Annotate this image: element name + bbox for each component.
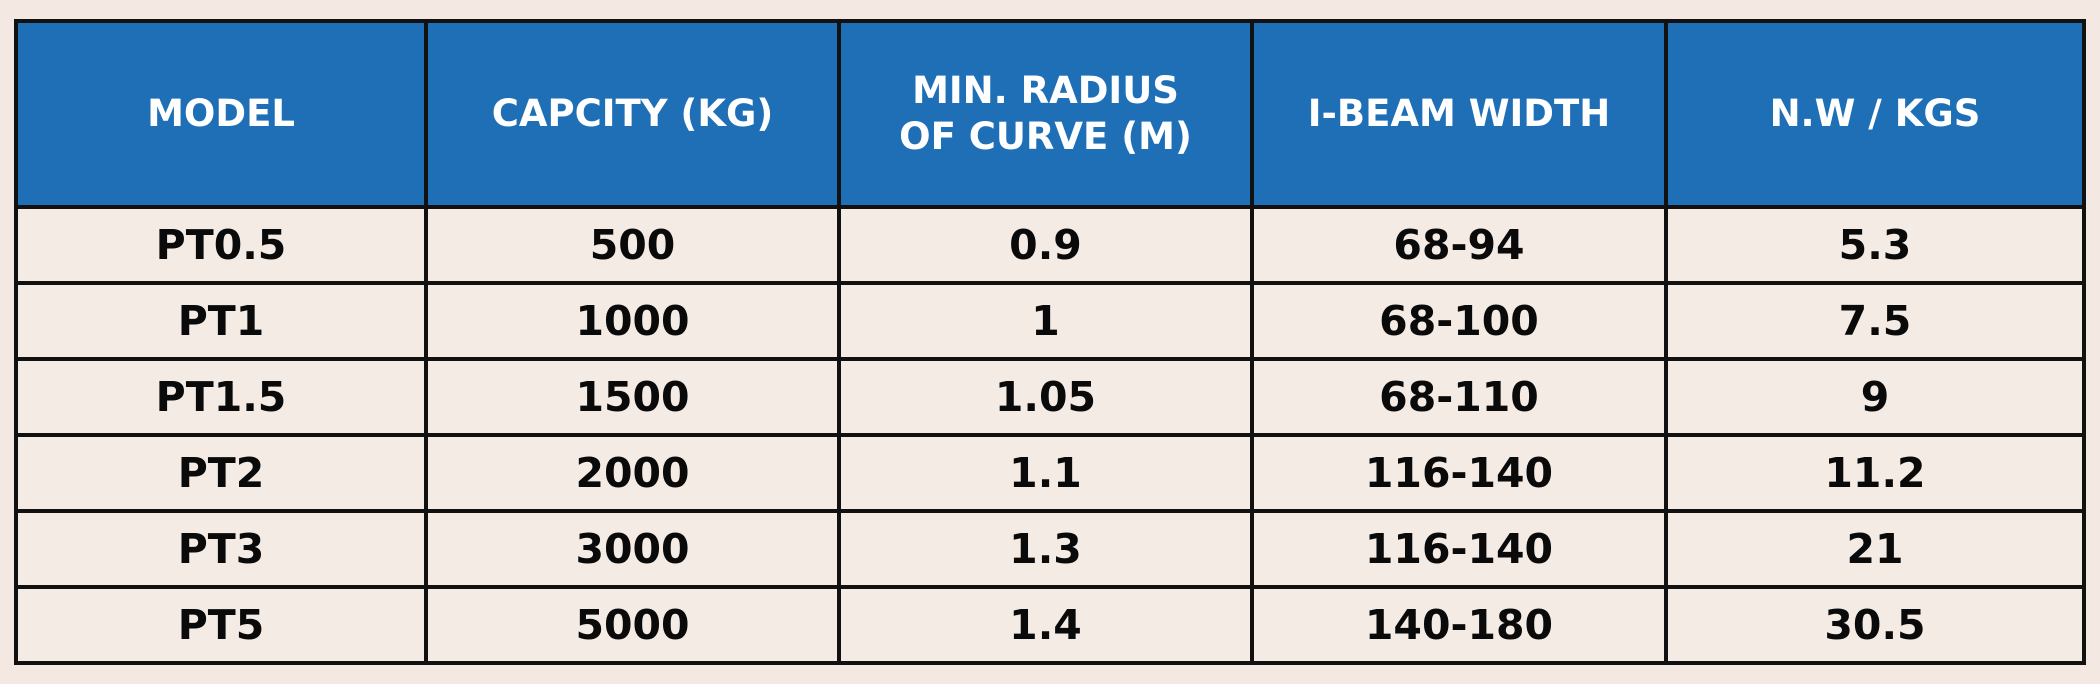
cell-weight: 11.2 xyxy=(1664,433,2086,513)
cell-weight: 5.3 xyxy=(1664,205,2086,285)
cell-capacity: 5000 xyxy=(424,585,841,665)
table-row: PT5 5000 1.4 140-180 30.5 xyxy=(14,585,2086,665)
cell-capacity: 500 xyxy=(424,205,841,285)
header-beam-width: I-BEAM WIDTH xyxy=(1250,19,1668,209)
header-row: MODEL CAPCITY (KG) MIN. RADIUS OF CURVE … xyxy=(14,19,2086,209)
table-row: PT3 3000 1.3 116-140 21 xyxy=(14,509,2086,589)
table-body: PT0.5 500 0.9 68-94 5.3 PT1 1000 1 68-10… xyxy=(14,205,2086,665)
cell-capacity: 1500 xyxy=(424,357,841,437)
cell-beam-width: 116-140 xyxy=(1250,433,1668,513)
cell-beam-width: 140-180 xyxy=(1250,585,1668,665)
cell-capacity: 1000 xyxy=(424,281,841,361)
table-row: PT0.5 500 0.9 68-94 5.3 xyxy=(14,205,2086,285)
cell-model: PT5 xyxy=(14,585,428,665)
spec-table: MODEL CAPCITY (KG) MIN. RADIUS OF CURVE … xyxy=(14,19,2086,665)
cell-beam-width: 68-110 xyxy=(1250,357,1668,437)
table-row: PT1.5 1500 1.05 68-110 9 xyxy=(14,357,2086,437)
cell-radius: 1.4 xyxy=(837,585,1254,665)
spec-table-container: MODEL CAPCITY (KG) MIN. RADIUS OF CURVE … xyxy=(14,19,2086,665)
cell-beam-width: 68-100 xyxy=(1250,281,1668,361)
header-model: MODEL xyxy=(14,19,428,209)
cell-weight: 9 xyxy=(1664,357,2086,437)
cell-radius: 1.05 xyxy=(837,357,1254,437)
cell-beam-width: 116-140 xyxy=(1250,509,1668,589)
cell-radius: 1.3 xyxy=(837,509,1254,589)
header-capacity: CAPCITY (KG) xyxy=(424,19,841,209)
cell-model: PT0.5 xyxy=(14,205,428,285)
cell-weight: 21 xyxy=(1664,509,2086,589)
cell-model: PT1.5 xyxy=(14,357,428,437)
table-row: PT1 1000 1 68-100 7.5 xyxy=(14,281,2086,361)
cell-model: PT1 xyxy=(14,281,428,361)
cell-radius: 1.1 xyxy=(837,433,1254,513)
cell-weight: 7.5 xyxy=(1664,281,2086,361)
header-weight: N.W / KGS xyxy=(1664,19,2086,209)
cell-radius: 1 xyxy=(837,281,1254,361)
cell-radius: 0.9 xyxy=(837,205,1254,285)
table-header: MODEL CAPCITY (KG) MIN. RADIUS OF CURVE … xyxy=(14,19,2086,209)
cell-beam-width: 68-94 xyxy=(1250,205,1668,285)
header-radius-text: MIN. RADIUS OF CURVE (M) xyxy=(899,68,1192,158)
cell-model: PT2 xyxy=(14,433,428,513)
cell-weight: 30.5 xyxy=(1664,585,2086,665)
header-radius: MIN. RADIUS OF CURVE (M) xyxy=(837,19,1254,209)
table-row: PT2 2000 1.1 116-140 11.2 xyxy=(14,433,2086,513)
cell-capacity: 2000 xyxy=(424,433,841,513)
cell-model: PT3 xyxy=(14,509,428,589)
cell-capacity: 3000 xyxy=(424,509,841,589)
